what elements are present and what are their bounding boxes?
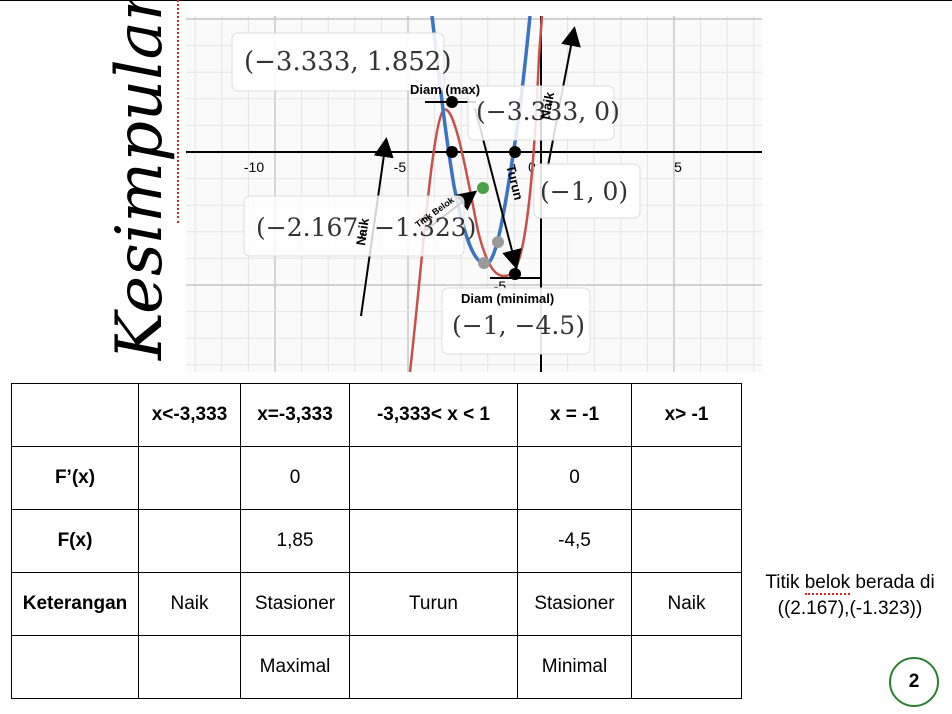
table-cell: Maximal <box>240 635 350 699</box>
label-max-point: (−3.333, 1.852) <box>231 32 451 92</box>
table-cell: Naik <box>631 572 742 636</box>
page-number-badge: 2 <box>889 657 939 707</box>
table-cell <box>349 635 518 699</box>
annotation-naik-left: Naik <box>353 216 372 246</box>
x-tick-m10: -10 <box>244 159 264 175</box>
table-cell: Stasioner <box>240 572 350 636</box>
annotation-diam-min: Diam (minimal) <box>461 291 554 306</box>
function-graph: -10 -5 0 5 -5 (−3.333, 1.852) (−3.333, 0… <box>186 16 762 372</box>
table-cell: -4,5 <box>517 509 632 573</box>
point-gray-2 <box>492 236 504 248</box>
summary-table: x<-3,333 x=-3,333 -3,333< x < 1 x = -1 x… <box>11 383 742 699</box>
table-cell <box>631 446 742 510</box>
note-text-3: berada di <box>850 572 935 593</box>
title-part-1: Kesi <box>103 222 177 360</box>
table-cell <box>631 635 742 699</box>
table-cell <box>631 509 742 573</box>
label-inflection-text: (−2.167, −1.323) <box>256 213 476 242</box>
inflection-note: Titik belok berada di ((2.167),(-1.323)) <box>745 570 952 621</box>
table-header-cell: x=-3,333 <box>240 383 350 447</box>
table-cell <box>138 509 241 573</box>
table-cell: Turun <box>349 572 518 636</box>
function-curve <box>408 16 544 372</box>
label-inflection: (−2.167, −1.323) <box>243 195 476 257</box>
point-gray-1 <box>478 257 490 269</box>
table-row: F(x) 1,85 -4,5 <box>11 509 742 573</box>
point-root-2 <box>509 146 521 158</box>
table-row-header: F’(x) <box>11 446 139 510</box>
top-border <box>0 0 952 1</box>
table-row-header <box>11 635 139 699</box>
note-text-2: belok <box>804 572 851 595</box>
point-root-1 <box>446 146 458 158</box>
point-min <box>509 268 521 280</box>
table-header-cell: x = -1 <box>517 383 632 447</box>
note-line-2: ((2.167),(-1.323)) <box>777 597 923 619</box>
table-cell: Naik <box>138 572 241 636</box>
table-row-header: Keterangan <box>11 572 139 636</box>
table-cell: 1,85 <box>240 509 350 573</box>
inflection-dot <box>477 182 489 194</box>
table-cell: Stasioner <box>517 572 632 636</box>
annotation-naik-right: Naik <box>537 90 557 121</box>
title-part-2: mpulan <box>103 0 179 223</box>
table-cell: Minimal <box>517 635 632 699</box>
label-root-1-text: (−3.333, 0) <box>476 97 620 126</box>
label-root-2: (−1, 0) <box>533 163 641 219</box>
label-min-text: (−1, −4.5) <box>452 311 585 340</box>
x-tick-m5: -5 <box>394 159 407 175</box>
table-cell: 0 <box>517 446 632 510</box>
note-line-1: Titik belok berada di <box>745 570 952 596</box>
table-row: Maximal Minimal <box>11 635 742 699</box>
page-title: Kesimpulan <box>103 0 179 360</box>
table-cell <box>138 635 241 699</box>
table-header-row: x<-3,333 x=-3,333 -3,333< x < 1 x = -1 x… <box>11 383 742 447</box>
table-row: F’(x) 0 0 <box>11 446 742 510</box>
table-cell <box>349 446 518 510</box>
table-cell <box>138 446 241 510</box>
x-tick-5: 5 <box>674 159 682 175</box>
table-header-cell: x> -1 <box>631 383 742 447</box>
table-header-cell: x<-3,333 <box>138 383 241 447</box>
table-header-cell <box>11 383 139 447</box>
note-text-1: Titik <box>765 572 805 593</box>
page-number: 2 <box>908 671 920 692</box>
label-root-2-text: (−1, 0) <box>540 177 628 206</box>
annotation-diam-max: Diam (max) <box>410 82 480 97</box>
table-cell <box>349 509 518 573</box>
label-min-point: (−1, −4.5) <box>441 287 591 355</box>
label-max-text: (−3.333, 1.852) <box>244 47 451 77</box>
table-row-header: F(x) <box>11 509 139 573</box>
point-max <box>446 96 458 108</box>
table-row: Keterangan Naik Stasioner Turun Stasione… <box>11 572 742 636</box>
label-root-1: (−3.333, 0) <box>467 85 620 141</box>
table-header-cell: -3,333< x < 1 <box>349 383 518 447</box>
table-cell: 0 <box>240 446 350 510</box>
